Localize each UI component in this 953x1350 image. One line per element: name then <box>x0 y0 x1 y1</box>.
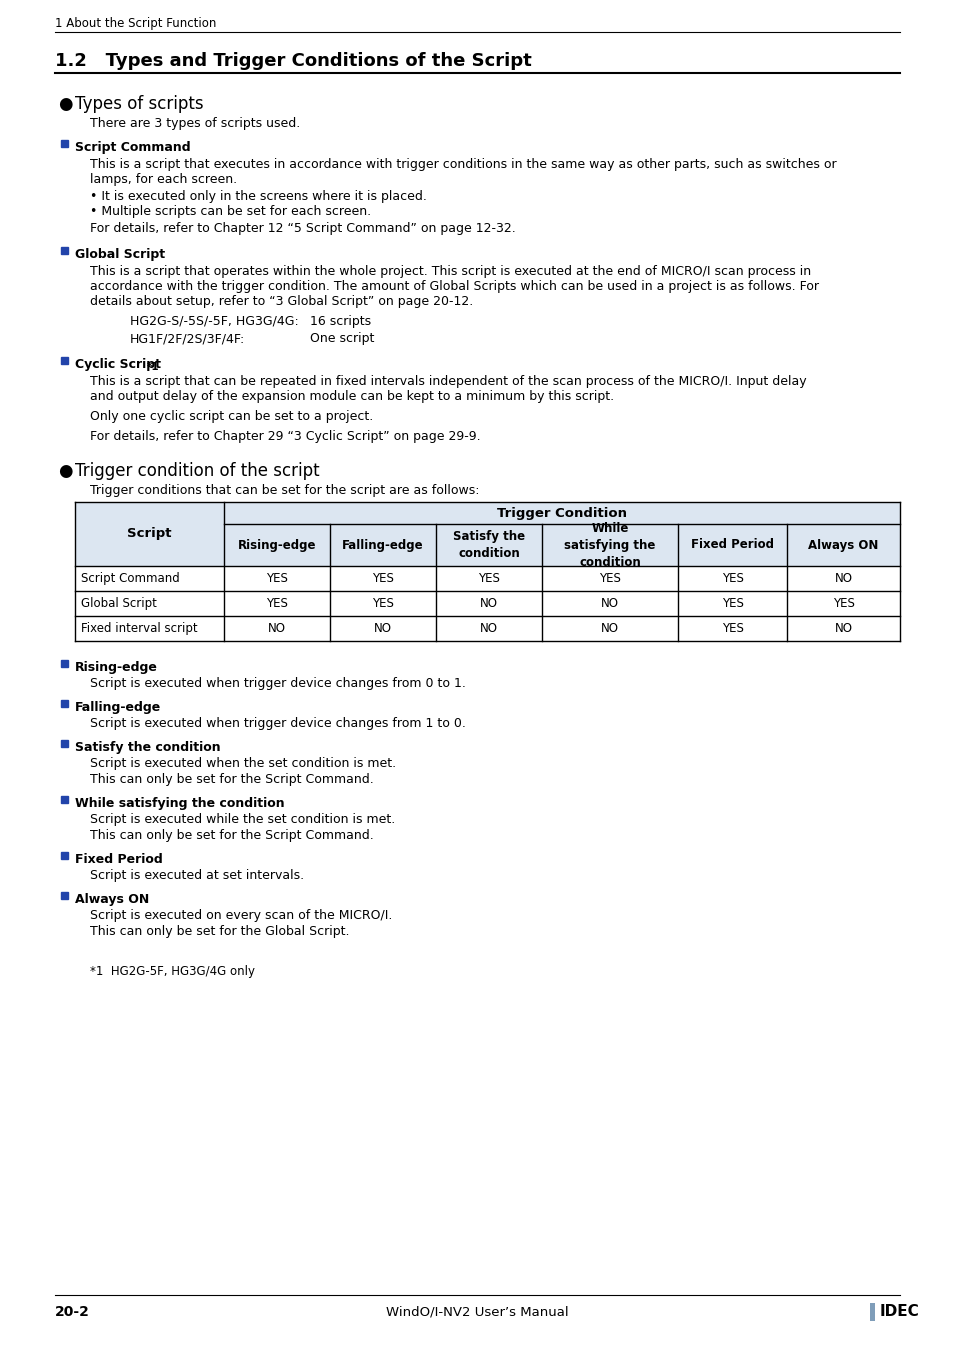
Bar <box>61 660 68 667</box>
Text: While
satisfying the
condition: While satisfying the condition <box>564 521 655 568</box>
Text: NO: NO <box>600 597 618 610</box>
Text: and output delay of the expansion module can be kept to a minimum by this script: and output delay of the expansion module… <box>90 390 614 404</box>
Text: NO: NO <box>374 622 392 634</box>
Text: For details, refer to Chapter 29 “3 Cyclic Script” on page 29-9.: For details, refer to Chapter 29 “3 Cycl… <box>90 431 480 443</box>
Text: While satisfying the condition: While satisfying the condition <box>75 796 284 810</box>
Bar <box>75 502 224 566</box>
Text: lamps, for each screen.: lamps, for each screen. <box>90 173 237 186</box>
Text: This can only be set for the Global Script.: This can only be set for the Global Scri… <box>90 925 349 938</box>
Text: • It is executed only in the screens where it is placed.: • It is executed only in the screens whe… <box>90 190 426 202</box>
Text: Fixed interval script: Fixed interval script <box>81 622 197 634</box>
Text: HG1F/2F/2S/3F/4F:: HG1F/2F/2S/3F/4F: <box>130 332 245 346</box>
Text: 16 scripts: 16 scripts <box>310 315 371 328</box>
Text: Script is executed when trigger device changes from 1 to 0.: Script is executed when trigger device c… <box>90 717 465 730</box>
Bar <box>75 566 899 591</box>
Text: Script Command: Script Command <box>75 140 191 154</box>
Text: Script is executed on every scan of the MICRO/I.: Script is executed on every scan of the … <box>90 909 392 922</box>
Text: 1 About the Script Function: 1 About the Script Function <box>55 18 216 30</box>
Text: NO: NO <box>600 622 618 634</box>
Bar <box>61 892 68 899</box>
Text: This can only be set for the Script Command.: This can only be set for the Script Comm… <box>90 774 374 786</box>
Text: This can only be set for the Script Command.: This can only be set for the Script Comm… <box>90 829 374 842</box>
Text: This is a script that executes in accordance with trigger conditions in the same: This is a script that executes in accord… <box>90 158 836 171</box>
Text: IDEC: IDEC <box>879 1304 919 1319</box>
Text: This is a script that operates within the whole project. This script is executed: This is a script that operates within th… <box>90 265 810 278</box>
Bar <box>61 140 68 147</box>
Text: Always ON: Always ON <box>807 539 878 552</box>
Text: NO: NO <box>479 622 497 634</box>
Text: Trigger Condition: Trigger Condition <box>497 506 626 520</box>
Bar <box>224 524 330 566</box>
Text: 1.2   Types and Trigger Conditions of the Script: 1.2 Types and Trigger Conditions of the … <box>55 53 531 70</box>
Text: Global Script: Global Script <box>75 248 165 261</box>
Text: One script: One script <box>310 332 374 346</box>
Text: ●: ● <box>58 462 72 481</box>
Text: Trigger conditions that can be set for the script are as follows:: Trigger conditions that can be set for t… <box>90 485 479 497</box>
Text: details about setup, refer to “3 Global Script” on page 20-12.: details about setup, refer to “3 Global … <box>90 296 473 308</box>
Text: Satisfy the
condition: Satisfy the condition <box>453 531 524 560</box>
Text: YES: YES <box>266 597 288 610</box>
Bar <box>436 524 541 566</box>
Text: NO: NO <box>834 622 852 634</box>
Text: YES: YES <box>720 622 742 634</box>
Text: WindO/I-NV2 User’s Manual: WindO/I-NV2 User’s Manual <box>385 1305 568 1319</box>
Text: Rising-edge: Rising-edge <box>237 539 315 552</box>
Bar <box>330 524 436 566</box>
Bar <box>61 740 68 747</box>
Text: This is a script that can be repeated in fixed intervals independent of the scan: This is a script that can be repeated in… <box>90 375 806 387</box>
Text: NO: NO <box>479 597 497 610</box>
Text: YES: YES <box>372 572 394 585</box>
Text: Script is executed when the set condition is met.: Script is executed when the set conditio… <box>90 757 395 769</box>
Text: Script Command: Script Command <box>81 572 179 585</box>
Text: YES: YES <box>720 572 742 585</box>
Text: YES: YES <box>266 572 288 585</box>
Bar <box>678 524 786 566</box>
Text: • Multiple scripts can be set for each screen.: • Multiple scripts can be set for each s… <box>90 205 371 217</box>
Bar <box>61 852 68 859</box>
Text: Falling-edge: Falling-edge <box>342 539 423 552</box>
Text: For details, refer to Chapter 12 “5 Script Command” on page 12-32.: For details, refer to Chapter 12 “5 Scri… <box>90 221 516 235</box>
Text: 20-2: 20-2 <box>55 1305 90 1319</box>
Text: Script is executed when trigger device changes from 0 to 1.: Script is executed when trigger device c… <box>90 676 465 690</box>
Text: YES: YES <box>720 597 742 610</box>
Text: accordance with the trigger condition. The amount of Global Scripts which can be: accordance with the trigger condition. T… <box>90 279 818 293</box>
Text: ●: ● <box>58 95 72 113</box>
Text: Script: Script <box>127 528 172 540</box>
Bar <box>224 502 899 524</box>
Text: Cyclic Script: Cyclic Script <box>75 358 161 371</box>
Bar <box>75 616 899 641</box>
Text: Trigger condition of the script: Trigger condition of the script <box>75 462 319 481</box>
Text: Fixed Period: Fixed Period <box>690 539 773 552</box>
Text: YES: YES <box>598 572 620 585</box>
Text: YES: YES <box>477 572 499 585</box>
Text: Fixed Period: Fixed Period <box>75 853 163 865</box>
Text: NO: NO <box>268 622 286 634</box>
Text: Script is executed while the set condition is met.: Script is executed while the set conditi… <box>90 813 395 826</box>
Text: There are 3 types of scripts used.: There are 3 types of scripts used. <box>90 117 300 130</box>
Text: Rising-edge: Rising-edge <box>75 662 157 674</box>
Text: *1: *1 <box>147 362 159 373</box>
Text: Only one cyclic script can be set to a project.: Only one cyclic script can be set to a p… <box>90 410 373 423</box>
Text: Global Script: Global Script <box>81 597 156 610</box>
Text: YES: YES <box>372 597 394 610</box>
Text: Satisfy the condition: Satisfy the condition <box>75 741 220 755</box>
Text: Script is executed at set intervals.: Script is executed at set intervals. <box>90 869 304 882</box>
Bar <box>61 356 68 365</box>
Bar <box>869 1303 874 1322</box>
Text: Always ON: Always ON <box>75 892 149 906</box>
Bar <box>61 247 68 254</box>
Text: *1  HG2G-5F, HG3G/4G only: *1 HG2G-5F, HG3G/4G only <box>90 965 254 977</box>
Text: Falling-edge: Falling-edge <box>75 701 161 714</box>
Text: NO: NO <box>834 572 852 585</box>
Bar <box>541 524 678 566</box>
Bar <box>61 701 68 707</box>
Text: YES: YES <box>832 597 854 610</box>
Bar <box>786 524 899 566</box>
Text: HG2G-S/-5S/-5F, HG3G/4G:: HG2G-S/-5S/-5F, HG3G/4G: <box>130 315 298 328</box>
Bar <box>61 796 68 803</box>
Bar <box>75 591 899 616</box>
Text: Types of scripts: Types of scripts <box>75 95 203 113</box>
